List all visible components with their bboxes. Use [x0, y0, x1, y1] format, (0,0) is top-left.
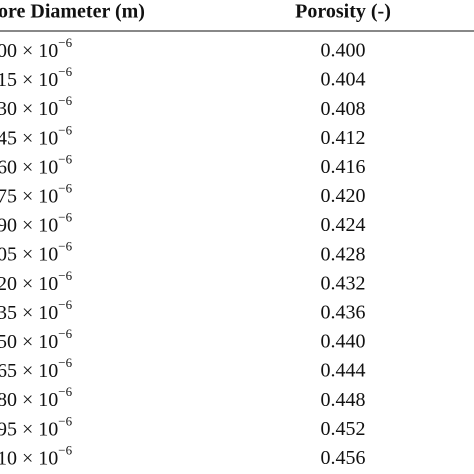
diameter-exponent: −6 — [58, 297, 72, 312]
diameter-exponent: −6 — [58, 413, 72, 428]
diameter-exponent: −6 — [58, 122, 72, 137]
diameter-base: 00 × 10 — [0, 40, 58, 62]
porosity-cell: 0.424 — [321, 214, 366, 236]
porosity-cell: 0.432 — [321, 272, 366, 294]
diameter-base: 20 × 10 — [0, 272, 58, 294]
diameter-cell: 95 × 10−6 — [0, 413, 73, 440]
diameter-exponent: −6 — [58, 268, 72, 283]
diameter-cell: 90 × 10−6 — [0, 210, 73, 237]
porosity-cell: 0.404 — [321, 69, 366, 91]
diameter-cell: 80 × 10−6 — [0, 384, 73, 411]
diameter-exponent: −6 — [58, 355, 72, 370]
diameter-exponent: −6 — [58, 384, 72, 399]
diameter-base: 50 × 10 — [0, 331, 58, 353]
diameter-cell: 45 × 10−6 — [0, 122, 73, 149]
diameter-cell: 00 × 10−6 — [0, 35, 73, 62]
diameter-base: 75 × 10 — [0, 185, 58, 207]
diameter-base: 05 × 10 — [0, 243, 58, 265]
porosity-cell: 0.448 — [321, 389, 366, 411]
porosity-cell: 0.412 — [321, 127, 366, 149]
diameter-exponent: −6 — [58, 326, 72, 341]
porosity-cell: 0.452 — [321, 418, 366, 440]
diameter-base: 10 × 10 — [0, 447, 58, 469]
porosity-cell: 0.444 — [321, 360, 366, 382]
diameter-base: 15 × 10 — [0, 69, 58, 91]
diameter-cell: 15 × 10−6 — [0, 64, 73, 91]
porosity-cell: 0.400 — [321, 40, 366, 62]
diameter-base: 90 × 10 — [0, 214, 58, 236]
diameter-exponent: −6 — [58, 180, 72, 195]
porosity-cell: 0.428 — [321, 243, 366, 265]
porosity-cell: 0.436 — [321, 301, 366, 323]
porosity-cell: 0.408 — [321, 98, 366, 120]
diameter-base: 30 × 10 — [0, 98, 58, 120]
diameter-base: 80 × 10 — [0, 389, 58, 411]
diameter-exponent: −6 — [58, 151, 72, 166]
diameter-cell: 60 × 10−6 — [0, 151, 73, 178]
header-cell: ore Diameter (m) — [0, 1, 145, 23]
diameter-cell: 65 × 10−6 — [0, 355, 73, 382]
diameter-exponent: −6 — [58, 442, 72, 457]
porosity-cell: 0.416 — [321, 156, 366, 178]
diameter-base: 45 × 10 — [0, 127, 58, 149]
diameter-cell: 05 × 10−6 — [0, 239, 73, 266]
porosity-cell: 0.420 — [321, 185, 366, 207]
diameter-exponent: −6 — [58, 35, 72, 50]
diameter-exponent: −6 — [58, 210, 72, 225]
diameter-cell: 50 × 10−6 — [0, 326, 73, 353]
diameter-exponent: −6 — [58, 64, 72, 79]
diameter-cell: 75 × 10−6 — [0, 180, 73, 207]
diameter-base: 95 × 10 — [0, 418, 58, 440]
diameter-exponent: −6 — [58, 239, 72, 254]
diameter-base: 60 × 10 — [0, 156, 58, 178]
diameter-cell: 35 × 10−6 — [0, 297, 73, 324]
diameter-cell: 10 × 10−6 — [0, 442, 73, 469]
diameter-base: 65 × 10 — [0, 360, 58, 382]
diameter-cell: 30 × 10−6 — [0, 93, 73, 120]
header-cell: Porosity (-) — [295, 1, 391, 23]
porosity-cell: 0.456 — [321, 447, 366, 469]
diameter-cell: 20 × 10−6 — [0, 268, 73, 295]
diameter-exponent: −6 — [58, 93, 72, 108]
porosity-cell: 0.440 — [321, 331, 366, 353]
diameter-base: 35 × 10 — [0, 301, 58, 323]
